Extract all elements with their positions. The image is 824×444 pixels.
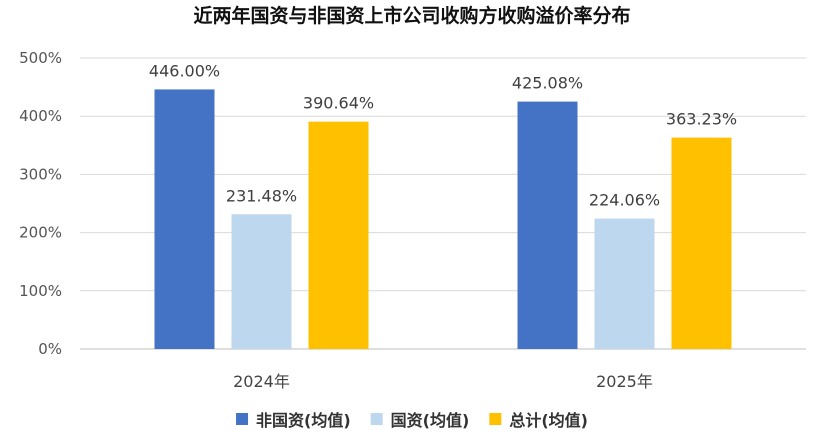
- bar: [308, 121, 369, 349]
- data-label: 224.06%: [589, 191, 660, 210]
- x-category-label: 2025年: [596, 372, 653, 391]
- legend-swatch: [236, 413, 249, 425]
- bar: [517, 101, 578, 349]
- data-label: 363.23%: [666, 110, 737, 129]
- data-labels: 446.00% 231.48% 390.64% 425.08% 224.06% 363.2…: [149, 61, 737, 209]
- x-axis: 2024年 2025年: [233, 372, 653, 391]
- legend-swatch: [489, 413, 502, 425]
- y-tick-label: 300%: [19, 165, 62, 183]
- bar: [154, 89, 215, 349]
- legend-label: 非国资(均值): [256, 411, 351, 430]
- bar: [231, 214, 292, 349]
- chart-title: 近两年国资与非国资上市公司收购方收购溢价率分布: [193, 4, 630, 27]
- x-category-label: 2024年: [233, 372, 290, 391]
- y-tick-label: 0%: [38, 340, 62, 358]
- legend-item: 总计(均值): [489, 411, 588, 430]
- bar: [594, 218, 655, 349]
- y-tick-label: 100%: [19, 282, 62, 300]
- bar: [671, 137, 732, 349]
- y-tick-label: 200%: [19, 224, 62, 242]
- legend-item: 国资(均值): [370, 411, 470, 430]
- legend-label: 总计(均值): [509, 411, 588, 430]
- bars: [154, 89, 732, 349]
- data-label: 390.64%: [303, 94, 374, 113]
- data-label: 231.48%: [226, 186, 297, 205]
- data-label: 446.00%: [149, 61, 220, 80]
- legend-label: 国资(均值): [391, 411, 470, 430]
- y-tick-label: 500%: [19, 49, 62, 67]
- data-label: 425.08%: [512, 74, 583, 93]
- legend: 非国资(均值) 国资(均值) 总计(均值): [236, 411, 588, 430]
- y-tick-label: 400%: [19, 107, 62, 125]
- legend-swatch: [370, 413, 383, 425]
- y-axis: 0% 100% 200% 300% 400% 500%: [19, 49, 62, 358]
- legend-item: 非国资(均值): [236, 411, 351, 430]
